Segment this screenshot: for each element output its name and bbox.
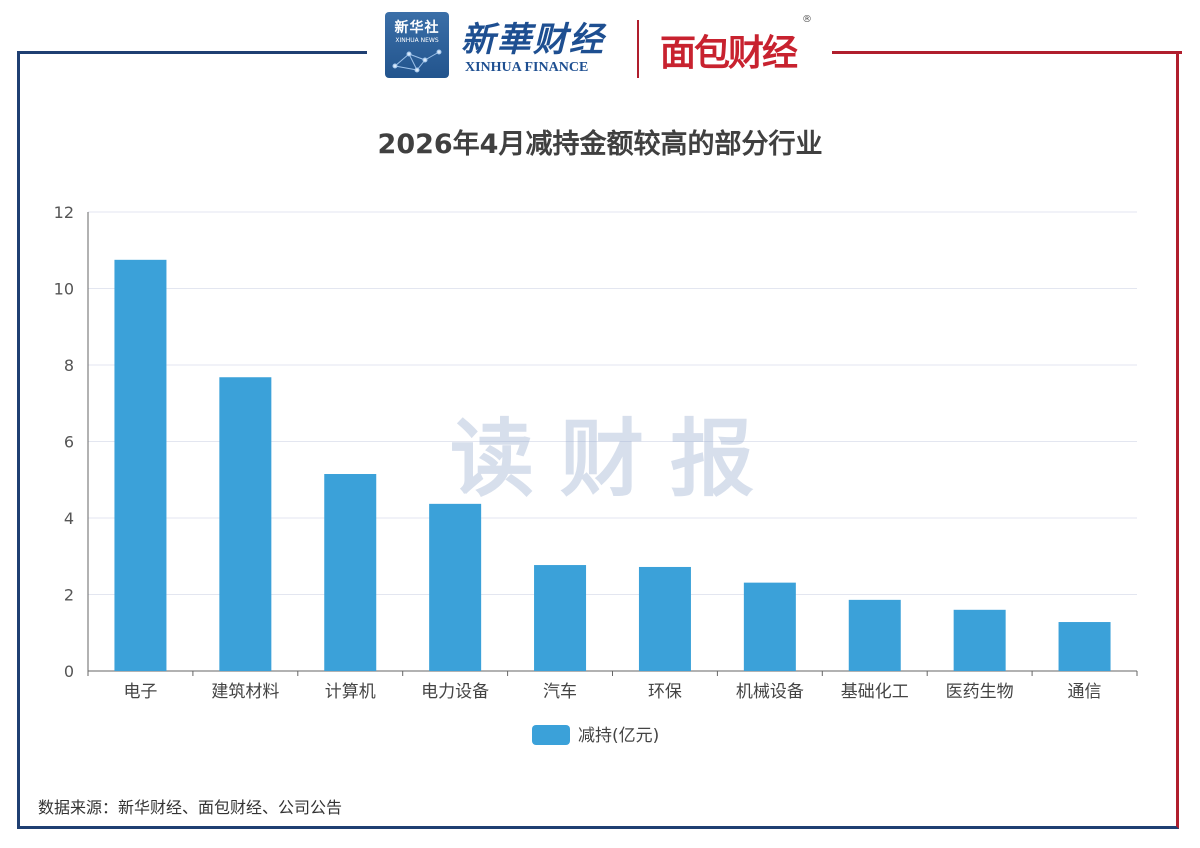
logo-divider: [637, 20, 639, 78]
x-tick-label: 通信: [1068, 682, 1102, 702]
x-tick-label: 汽车: [543, 682, 577, 702]
source-note: 数据来源：新华财经、面包财经、公司公告: [38, 798, 343, 817]
header-rule-left: [17, 51, 367, 54]
xinhua-badge-cn: 新华社: [394, 20, 440, 36]
xinhua-badge-en: XINHUA NEWS: [395, 37, 439, 44]
bar: [324, 474, 377, 671]
mianbao-finance-logo: 面包财经: [660, 33, 798, 74]
bar: [848, 599, 901, 671]
bar: [534, 565, 587, 671]
registered-mark: ®: [802, 14, 812, 25]
y-tick-label: 6: [64, 433, 74, 452]
x-tick-label: 环保: [648, 682, 682, 702]
y-tick-label: 10: [54, 280, 74, 299]
xinhua-finance-logo-cn: 新華财经: [461, 20, 605, 60]
bar: [638, 566, 691, 671]
xinhua-finance-logo-en: XINHUA FINANCE: [465, 60, 589, 75]
y-tick-label: 8: [64, 356, 74, 375]
chart-title: 2026年4月减持金额较高的部分行业: [377, 129, 823, 160]
x-tick-label: 机械设备: [736, 682, 804, 702]
bar: [219, 377, 272, 671]
x-tick-label: 电力设备: [421, 682, 489, 702]
legend-label: 减持(亿元): [578, 726, 659, 746]
bar: [114, 259, 167, 671]
bar: [429, 503, 482, 671]
chart-frame: [17, 51, 1179, 829]
watermark: 读财报: [450, 410, 781, 508]
header-rule-right: [832, 51, 1182, 54]
network-icon: [392, 49, 442, 73]
y-tick-label: 0: [64, 662, 74, 681]
x-tick-label: 电子: [123, 682, 157, 702]
bar: [953, 609, 1006, 671]
xinhua-news-logo: 新华社 XINHUA NEWS: [385, 12, 449, 78]
bar: [743, 582, 796, 671]
bar: [1058, 622, 1111, 671]
x-tick-label: 医药生物: [946, 682, 1014, 702]
legend-swatch: [532, 725, 570, 745]
y-tick-label: 4: [64, 509, 74, 528]
brand-header: 新华社 XINHUA NEWS 新華财经 XINHUA FINANCE 面包财经…: [385, 12, 825, 80]
y-tick-label: 2: [64, 586, 74, 605]
x-tick-label: 建筑材料: [211, 682, 279, 702]
y-tick-label: 12: [54, 203, 74, 222]
x-tick-label: 计算机: [325, 682, 376, 702]
x-tick-label: 基础化工: [841, 682, 909, 702]
